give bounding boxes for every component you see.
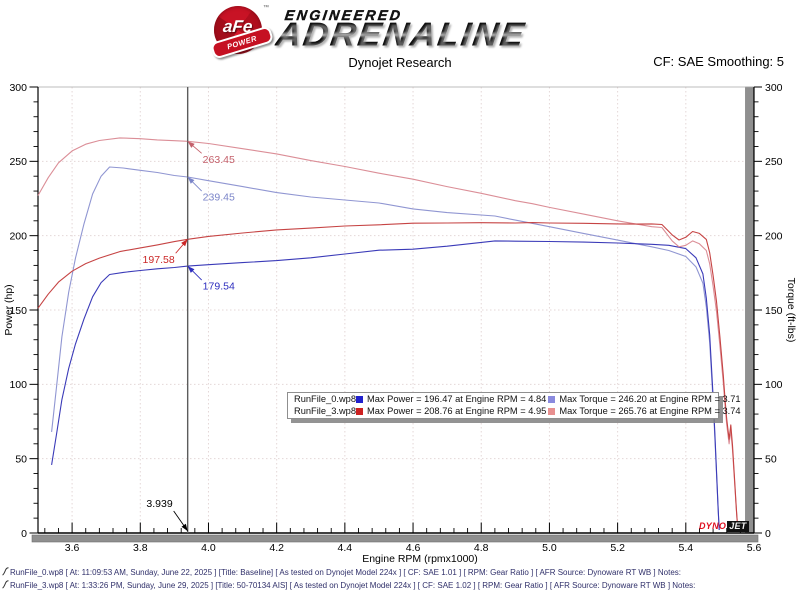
curve-torque-runfile3	[37, 137, 739, 528]
x-tick-label: 5.2	[610, 542, 625, 554]
horizontal-zoom-scrollbar[interactable]	[31, 534, 759, 543]
curve-power-runfile0	[51, 240, 720, 530]
torque-tick-label: 300	[765, 82, 783, 94]
run-info-text: RunFile_3.wp8 [ At: 1:33:26 PM, Sunday, …	[10, 581, 696, 590]
torque-tick-label: 250	[765, 156, 783, 168]
cursor-readout-3.939: 3.939	[146, 498, 172, 510]
torque-axis-title: Torque (ft-lbs)	[785, 278, 797, 343]
x-tick-label: 4.0	[201, 542, 216, 554]
run-info-text: RunFile_0.wp8 [ At: 11:09:53 AM, Sunday,…	[10, 568, 681, 577]
x-tick-label: 4.6	[406, 542, 421, 554]
x-tick-label: 5.0	[542, 542, 557, 554]
run-info-footer: RunFile_0.wp8 [ At: 11:09:53 AM, Sunday,…	[2, 566, 798, 592]
chart-title: Dynojet Research	[348, 55, 452, 70]
cursor-readout-197.58: 197.58	[143, 254, 175, 266]
x-tick-label: 3.6	[65, 542, 80, 554]
torque-tick-label: 200	[765, 230, 783, 242]
readout-arrowhead	[187, 266, 195, 273]
legend-box[interactable]: RunFile_0.wp8 Max Power = 196.47 at Engi…	[287, 392, 741, 419]
power-color-swatch	[356, 407, 363, 415]
cf-smoothing-label: CF: SAE Smoothing: 5	[653, 54, 784, 69]
max-power-readout: Max Power = 208.76 at Engine RPM = 4.95	[367, 405, 547, 416]
legend-file-name: RunFile_0.wp8	[294, 394, 357, 404]
x-tick-label: 5.4	[679, 542, 694, 554]
x-tick-label: 3.8	[133, 542, 148, 554]
power-tick-label: 0	[21, 528, 27, 540]
x-tick-label: 4.8	[474, 542, 489, 554]
power-tick-label: 100	[9, 379, 27, 391]
cursor-readout-239.45: 239.45	[203, 192, 235, 204]
power-tick-label: 250	[9, 156, 27, 168]
x-tick-label: 4.4	[338, 542, 353, 554]
run-info-line-0: RunFile_0.wp8 [ At: 11:09:53 AM, Sunday,…	[2, 566, 798, 579]
run-curve-icon	[2, 567, 9, 576]
x-tick-label: 4.2	[269, 542, 284, 554]
torque-tick-label: 100	[765, 379, 783, 391]
torque-color-swatch	[548, 407, 556, 415]
max-power-readout: Max Power = 196.47 at Engine RPM = 4.84	[367, 394, 547, 404]
max-torque-readout: Max Torque = 265.76 at Engine RPM = 3.74	[559, 405, 741, 416]
dynojet-jet-text: JET	[727, 521, 749, 532]
torque-color-swatch	[548, 396, 556, 404]
curve-torque-runfile0	[51, 166, 720, 531]
curve-power-runfile3	[37, 222, 739, 527]
max-torque-readout: Max Torque = 246.20 at Engine RPM = 3.71	[559, 394, 741, 404]
trademark-symbol: ™	[263, 5, 269, 11]
vertical-zoom-scrollbar[interactable]	[745, 86, 754, 534]
rpm-axis-title: Engine RPM (rpmx1000)	[362, 553, 478, 565]
x-tick-label: 5.6	[747, 542, 762, 554]
run-info-line-1: RunFile_3.wp8 [ At: 1:33:26 PM, Sunday, …	[2, 579, 798, 592]
cursor-readout-263.45: 263.45	[203, 154, 235, 166]
power-tick-label: 200	[9, 230, 27, 242]
readout-arrowhead	[187, 141, 195, 148]
power-tick-label: 300	[9, 82, 27, 94]
dynojet-watermark: DYNO JET	[699, 521, 749, 532]
readout-arrowhead	[187, 177, 195, 184]
legend-file-name: RunFile_3.wp8	[294, 405, 357, 416]
power-tick-label: 150	[9, 305, 27, 317]
run-curve-icon	[2, 580, 9, 589]
dynojet-dyno-text: DYNO	[699, 521, 727, 531]
power-axis-title: Power (hp)	[3, 284, 15, 335]
readout-arrowhead	[181, 523, 188, 531]
power-color-swatch	[356, 396, 363, 404]
readout-arrowhead	[181, 239, 188, 247]
torque-tick-label: 150	[765, 305, 783, 317]
cursor-readout-179.54: 179.54	[203, 281, 235, 293]
legend-row-runfile3: RunFile_3.wp8 Max Power = 208.76 at Engi…	[288, 405, 741, 418]
torque-tick-label: 0	[765, 528, 771, 540]
power-tick-label: 50	[15, 453, 27, 465]
torque-tick-label: 50	[765, 453, 777, 465]
legend-row-runfile0: RunFile_0.wp8 Max Power = 196.47 at Engi…	[288, 394, 741, 406]
